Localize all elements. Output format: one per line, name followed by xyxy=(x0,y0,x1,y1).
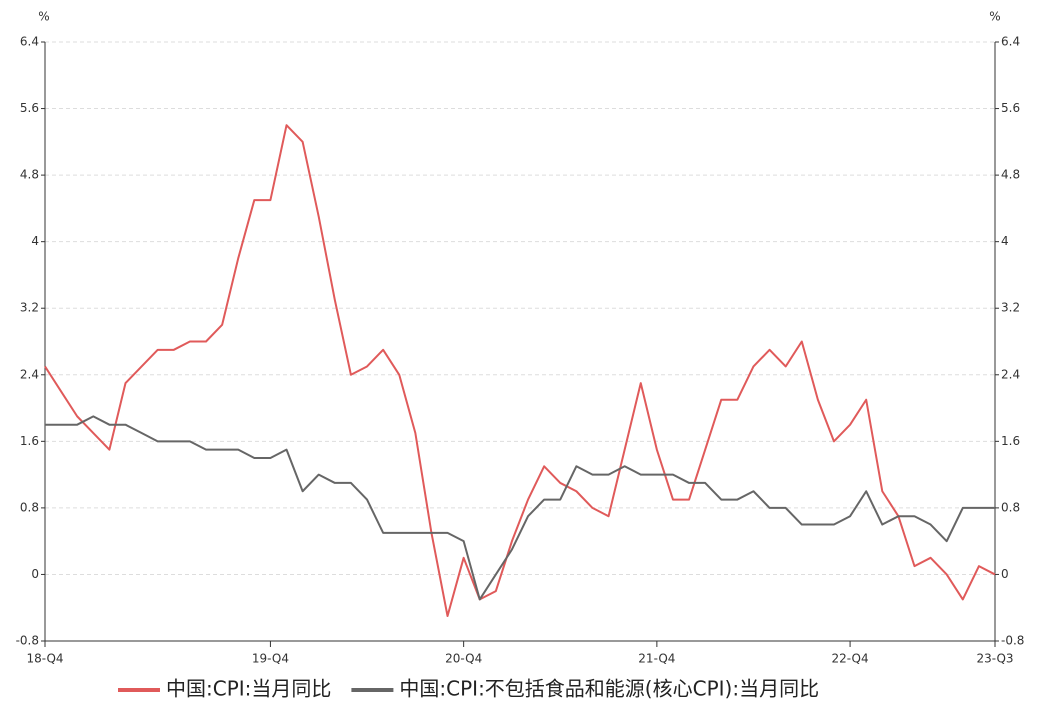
y-tick-label: 3.2 xyxy=(20,301,39,315)
y-unit: % xyxy=(38,10,49,24)
y2-tick-label: 0 xyxy=(1001,567,1009,581)
y2-tick-label: 2.4 xyxy=(1001,367,1020,381)
y2-tick-label: 6.4 xyxy=(1001,35,1020,49)
y2-tick-label: -0.8 xyxy=(1001,634,1024,648)
y-tick-label: 4 xyxy=(31,234,39,248)
y-tick-label: 5.6 xyxy=(20,101,39,115)
legend-text: 中国:CPI:当月同比 xyxy=(166,677,331,701)
y2-unit: % xyxy=(989,10,1000,24)
y2-tick-label: 5.6 xyxy=(1001,101,1020,115)
y-tick-label: 4.8 xyxy=(20,168,39,182)
y2-tick-label: 3.2 xyxy=(1001,301,1020,315)
y-tick-label: 6.4 xyxy=(20,35,39,49)
y2-tick-label: 0.8 xyxy=(1001,500,1020,514)
legend-text: 中国:CPI:不包括食品和能源(核心CPI):当月同比 xyxy=(399,677,819,701)
y-tick-label: -0.8 xyxy=(16,634,39,648)
y-tick-label: 2.4 xyxy=(20,367,39,381)
series-line xyxy=(44,124,996,618)
x-tick-label: 21-Q4 xyxy=(638,652,675,666)
x-tick-label: 18-Q4 xyxy=(26,652,63,666)
y2-tick-label: 4 xyxy=(1001,234,1009,248)
x-tick-label: 22-Q4 xyxy=(832,652,869,666)
x-tick-label: 19-Q4 xyxy=(252,652,289,666)
y-tick-label: 0 xyxy=(31,567,39,581)
x-tick-label: 23-Q3 xyxy=(976,652,1013,666)
y-tick-label: 0.8 xyxy=(20,500,39,514)
y-tick-label: 1.6 xyxy=(20,434,39,448)
y2-tick-label: 4.8 xyxy=(1001,168,1020,182)
x-tick-label: 20-Q4 xyxy=(445,652,482,666)
y2-tick-label: 1.6 xyxy=(1001,434,1020,448)
series-line xyxy=(45,415,995,601)
